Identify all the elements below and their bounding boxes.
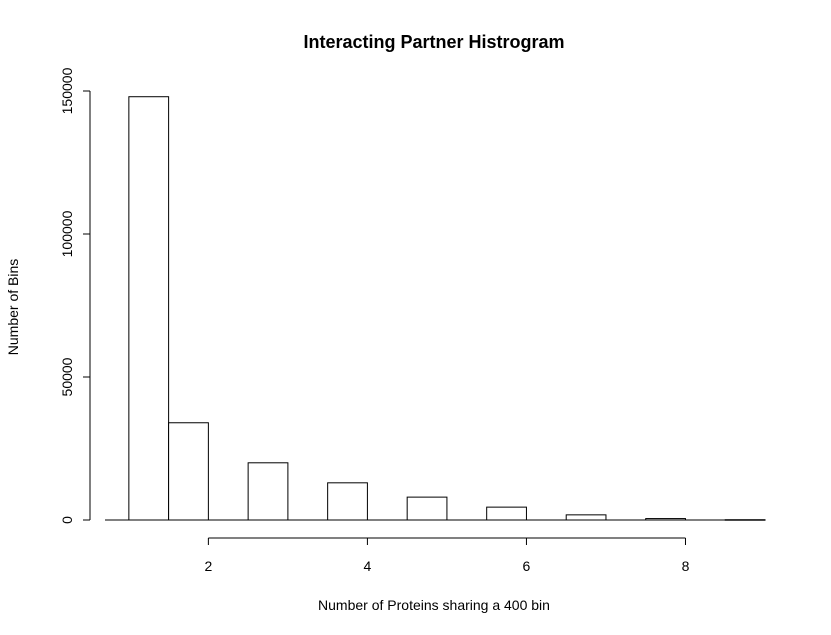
x-tick-label-2: 2 (204, 558, 212, 574)
y-tick-label-100000: 100000 (59, 210, 75, 257)
histogram-bar-7 (565, 514, 607, 521)
chart-title: Interacting Partner Histrogram (303, 32, 564, 52)
histogram-bar-1 (128, 96, 170, 521)
x-axis: 2 4 6 8 (204, 537, 690, 574)
y-tick-label-50000: 50000 (59, 357, 75, 396)
x-tick-label-6: 6 (523, 558, 531, 574)
histogram-bar-4 (327, 482, 368, 521)
x-tick-label-4: 4 (364, 558, 372, 574)
y-axis: 0 50000 100000 150000 (59, 67, 91, 524)
x-axis-label: Number of Proteins sharing a 400 bin (318, 597, 550, 613)
histogram-bar-3 (247, 462, 289, 521)
histogram-bar-5 (406, 496, 448, 521)
x-tick-label-8: 8 (682, 558, 690, 574)
y-tick-label-0: 0 (59, 516, 75, 524)
y-tick-label-150000: 150000 (59, 67, 75, 114)
bars-group (105, 96, 766, 521)
histogram-bar-2 (168, 422, 209, 521)
histogram-bar-6 (486, 506, 527, 521)
y-axis-label: Number of Bins (5, 259, 21, 355)
